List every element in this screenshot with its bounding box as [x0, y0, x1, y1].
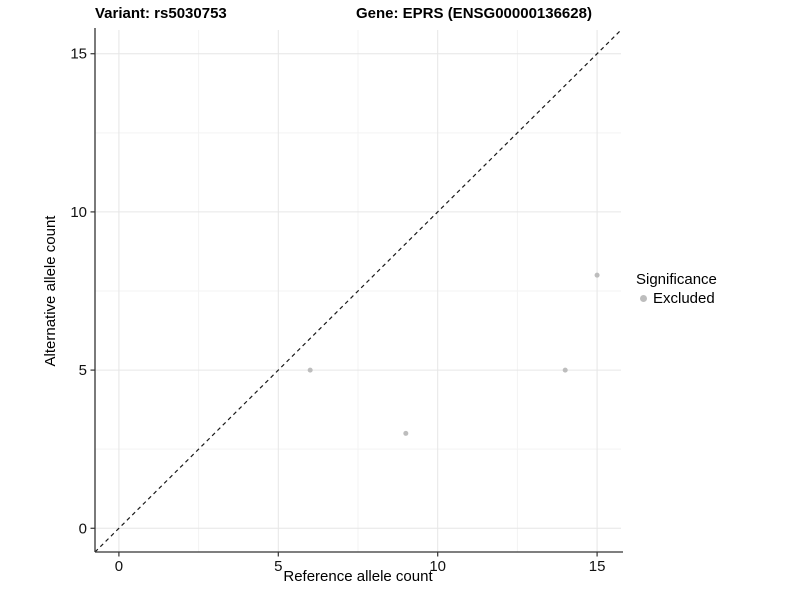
data-point: [307, 367, 313, 373]
x-tick-label: 5: [274, 558, 282, 575]
x-tick-label: 15: [589, 558, 606, 575]
data-point: [594, 272, 600, 278]
y-tick-label: 10: [70, 204, 87, 221]
data-point: [403, 430, 409, 436]
legend-entry-label: Excluded: [653, 290, 715, 307]
plot-title-variant: Variant: rs5030753: [95, 5, 227, 22]
y-tick-label: 0: [79, 520, 87, 537]
legend-entry-excluded: Excluded: [636, 290, 717, 307]
data-point: [562, 367, 568, 373]
y-tick-label: 15: [70, 46, 87, 63]
x-tick-label: 0: [115, 558, 123, 575]
identity-line: [94, 29, 622, 553]
y-axis-title: Alternative allele count: [42, 215, 59, 367]
legend-title: Significance: [636, 271, 717, 288]
x-tick-label: 10: [429, 558, 446, 575]
plot-title-gene: Gene: EPRS (ENSG00000136628): [356, 5, 592, 22]
excluded-point-icon: [640, 295, 647, 302]
legend: Significance Excluded: [636, 270, 717, 307]
x-axis-title: Reference allele count: [283, 568, 433, 585]
y-tick-label: 5: [79, 362, 87, 379]
